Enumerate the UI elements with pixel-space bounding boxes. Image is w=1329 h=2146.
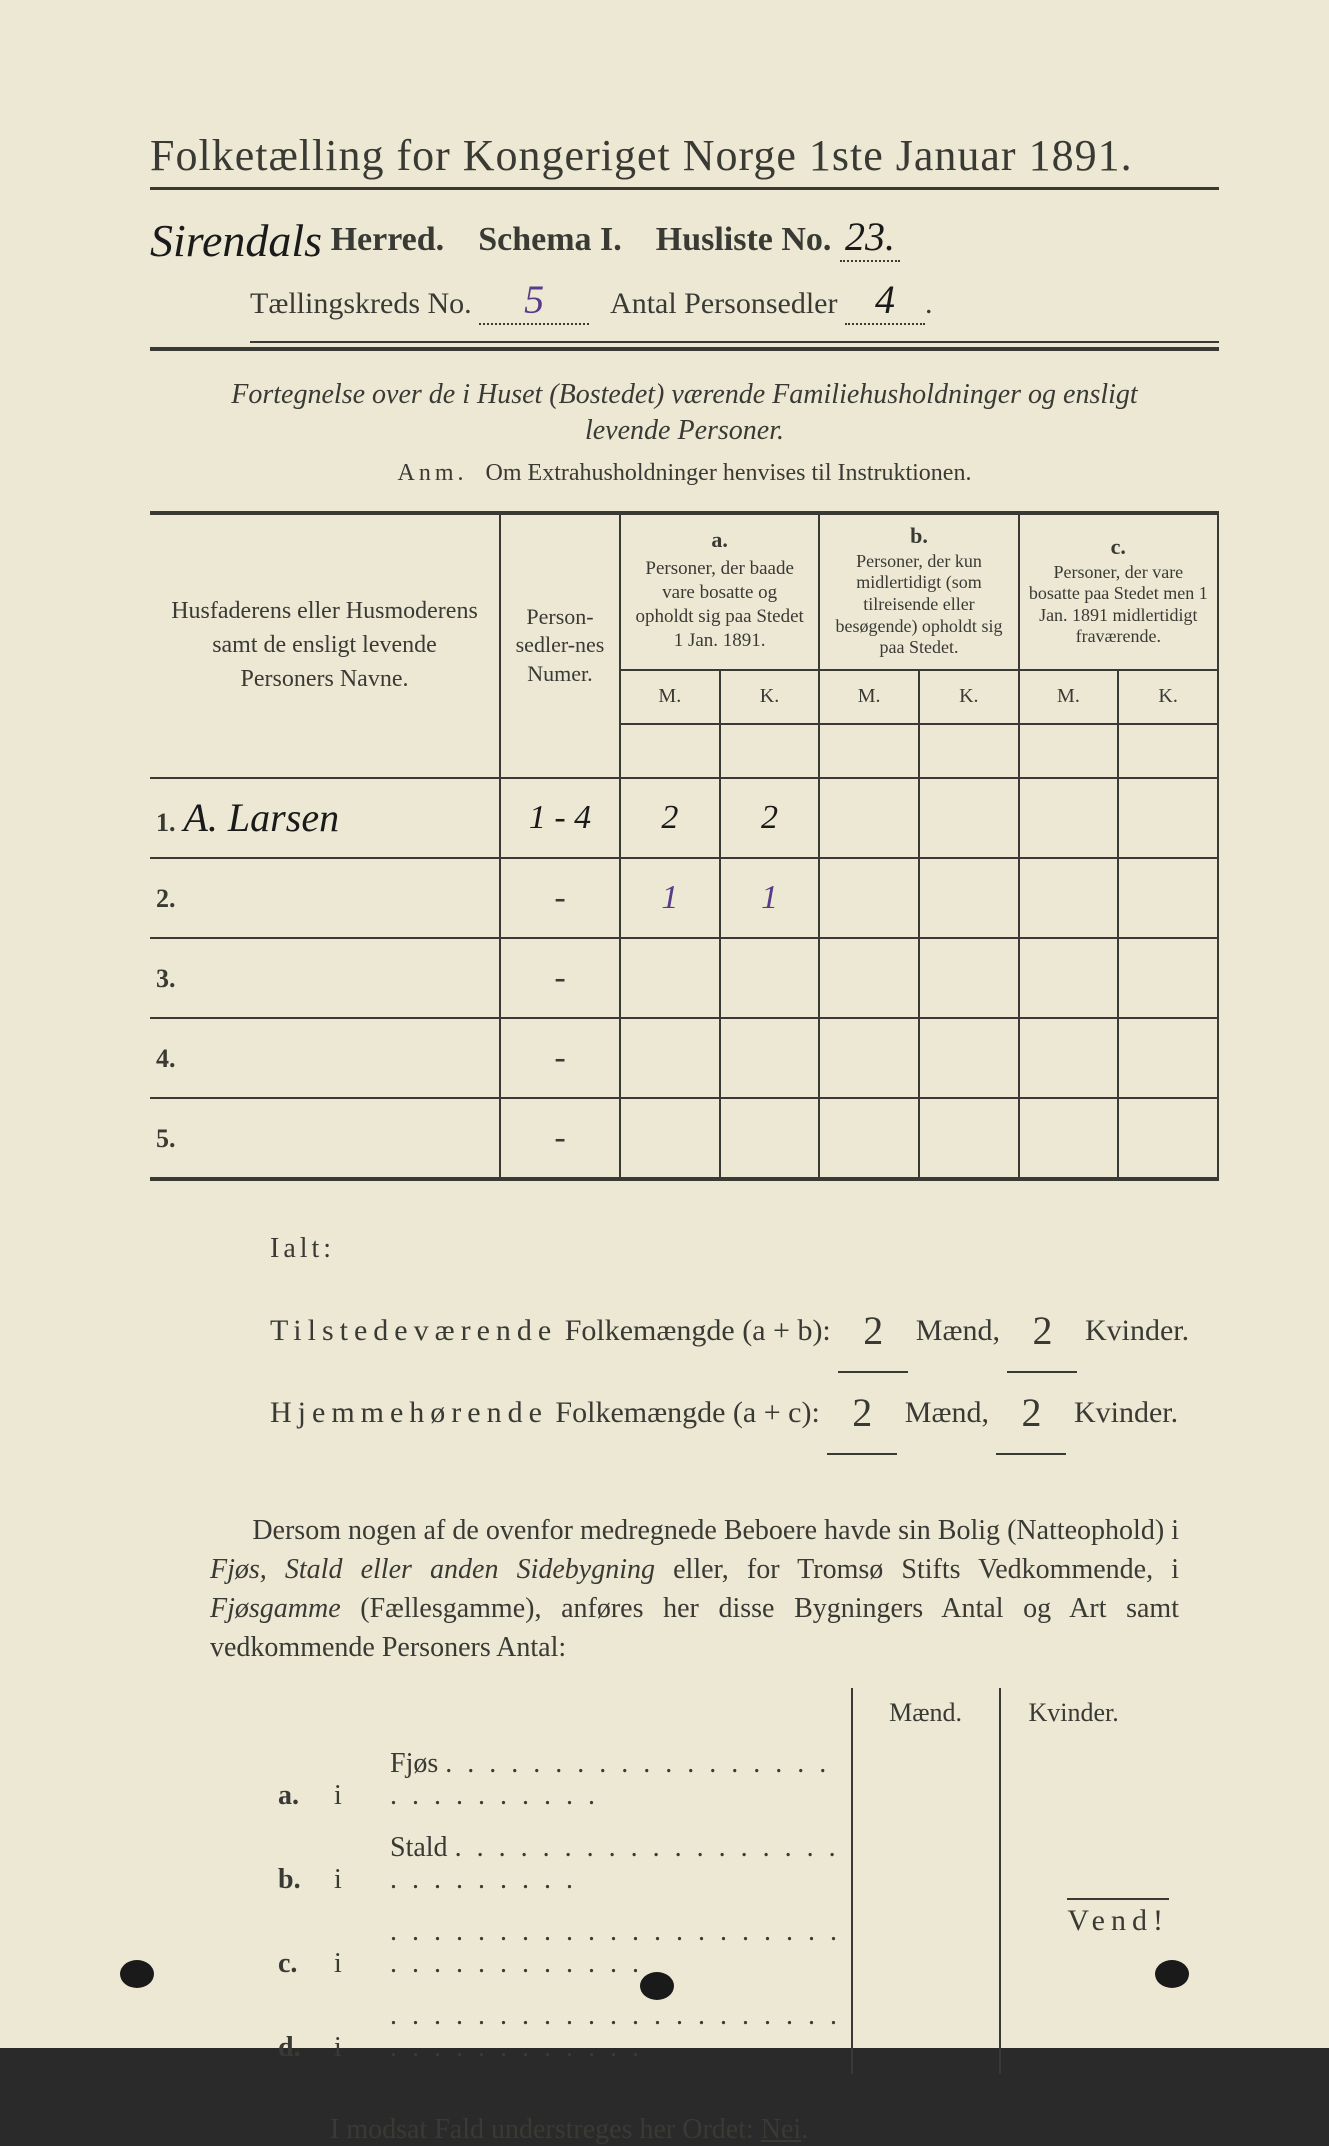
vend-label: Vend!: [1067, 1898, 1169, 1938]
col-header-number: Person-sedler-nes Numer.: [500, 513, 620, 778]
schema-label: Schema I.: [478, 221, 622, 258]
anm-text: Om Extrahusholdninger henvises til Instr…: [486, 460, 972, 486]
sub-row: b. i Stald . . . . . . . . . . . . . . .…: [270, 1822, 1147, 1906]
col-header-name: Husfaderens eller Husmoderens samt de en…: [150, 513, 500, 778]
header-line-2: Sirendals Herred. Schema I. Husliste No.…: [150, 208, 1219, 262]
kreds-label: Tællingskreds No.: [250, 287, 472, 320]
total-ac-m: 2: [827, 1373, 897, 1455]
subtitle: Fortegnelse over de i Huset (Bostedet) v…: [210, 377, 1159, 450]
punch-hole: [120, 1960, 154, 1988]
total-ac-k: 2: [996, 1373, 1066, 1455]
side-building-paragraph: Dersom nogen af de ovenfor medregnede Be…: [210, 1511, 1179, 1668]
antal-label: Antal Personsedler: [610, 287, 837, 320]
kreds-value: 5: [479, 276, 589, 325]
herred-value: Sirendals: [150, 215, 322, 266]
anm-note: Anm. Om Extrahusholdninger henvises til …: [150, 460, 1219, 487]
col-header-a: a. Personer, der baade vare bosatte og o…: [620, 513, 819, 670]
total-ab-m: 2: [838, 1291, 908, 1373]
totals-line-2: Hjemmehørende Folkemængde (a + c): 2 Mæn…: [270, 1369, 1219, 1451]
sub-row: c. i . . . . . . . . . . . . . . . . . .…: [270, 1906, 1147, 1990]
table-row: 1.A. Larsen 1 - 4 2 2: [150, 778, 1218, 858]
header-line-3: Tællingskreds No. 5 Antal Personsedler 4…: [250, 276, 1219, 343]
col-b-m: M.: [819, 670, 919, 724]
anm-label: Anm.: [398, 460, 468, 486]
col-a-k: K.: [720, 670, 820, 724]
ialt-label: Ialt:: [270, 1221, 1219, 1277]
divider: [150, 347, 1219, 351]
sub-hdr-m: Mænd.: [852, 1688, 1000, 1738]
table-row: 4. -: [150, 1018, 1218, 1098]
main-table: Husfaderens eller Husmoderens samt de en…: [150, 511, 1219, 1181]
col-c-k: K.: [1118, 670, 1218, 724]
page-title: Folketælling for Kongeriget Norge 1ste J…: [150, 130, 1219, 190]
totals-block: Ialt: Tilstedeværende Folkemængde (a + b…: [270, 1221, 1219, 1451]
table-row: 5. -: [150, 1098, 1218, 1179]
nei-word: Nei: [761, 2114, 801, 2145]
punch-hole: [1155, 1960, 1189, 1988]
sub-row: d. i . . . . . . . . . . . . . . . . . .…: [270, 1990, 1147, 2074]
table-row: 2. - 1 1: [150, 858, 1218, 938]
col-header-c: c. Personer, der vare bosatte paa Stedet…: [1019, 513, 1218, 670]
col-b-k: K.: [919, 670, 1019, 724]
husliste-label: Husliste No.: [656, 221, 832, 258]
total-ab-k: 2: [1007, 1291, 1077, 1373]
husliste-value: 23.: [840, 213, 900, 262]
totals-line-1: Tilstedeværende Folkemængde (a + b): 2 M…: [270, 1287, 1219, 1369]
closing-line: I modsat Fald understreges her Ordet: Ne…: [330, 2114, 1219, 2146]
herred-label: Herred.: [331, 221, 445, 258]
table-row: 3. -: [150, 938, 1218, 1018]
table-body: 1.A. Larsen 1 - 4 2 2 2. - 1 1 3. -: [150, 778, 1218, 1179]
census-form-page: Folketælling for Kongeriget Norge 1ste J…: [0, 0, 1329, 2048]
col-a-m: M.: [620, 670, 720, 724]
punch-hole: [640, 1972, 674, 2000]
antal-value: 4: [845, 276, 925, 325]
col-header-b: b. Personer, der kun midlertidigt (som t…: [819, 513, 1018, 670]
sub-hdr-k: Kvinder.: [1000, 1688, 1147, 1738]
col-c-m: M.: [1019, 670, 1119, 724]
sub-table: Mænd. Kvinder. a. i Fjøs . . . . . . . .…: [270, 1688, 1147, 2074]
sub-row: a. i Fjøs . . . . . . . . . . . . . . . …: [270, 1738, 1147, 1822]
